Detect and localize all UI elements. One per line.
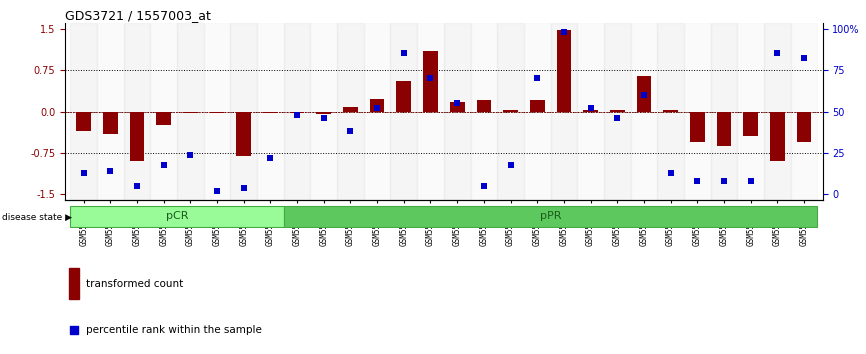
Bar <box>124 23 151 200</box>
Bar <box>684 23 711 200</box>
Bar <box>263 112 278 113</box>
Point <box>370 105 384 111</box>
Bar <box>657 23 684 200</box>
Bar <box>177 23 204 200</box>
Point <box>744 178 758 184</box>
Bar <box>470 23 497 200</box>
Bar <box>583 110 598 112</box>
Bar <box>797 112 811 142</box>
Bar <box>423 51 438 112</box>
Bar <box>69 268 79 299</box>
Bar <box>337 23 364 200</box>
Bar <box>210 112 224 113</box>
Bar <box>476 101 491 112</box>
Bar <box>578 23 604 200</box>
Bar <box>711 23 737 200</box>
Text: percentile rank within the sample: percentile rank within the sample <box>86 325 262 335</box>
Bar <box>637 75 651 112</box>
Bar <box>284 206 818 227</box>
Bar <box>151 23 177 200</box>
Bar <box>503 110 518 112</box>
Point <box>637 92 651 98</box>
Point <box>397 51 410 56</box>
Point <box>68 327 81 333</box>
Point <box>797 56 811 61</box>
Point <box>690 178 704 184</box>
Bar <box>370 99 385 112</box>
Bar <box>70 23 97 200</box>
Point <box>557 29 571 35</box>
Text: pPR: pPR <box>540 211 561 221</box>
Bar <box>391 23 417 200</box>
Point <box>450 101 464 106</box>
Point <box>477 183 491 189</box>
Bar <box>257 23 284 200</box>
Point <box>504 162 518 167</box>
Bar <box>530 101 545 112</box>
Bar <box>743 112 758 136</box>
Point <box>317 115 331 121</box>
Bar <box>290 112 305 113</box>
Bar <box>737 23 764 200</box>
Point <box>611 115 624 121</box>
Point <box>77 170 91 176</box>
Point <box>717 178 731 184</box>
Bar <box>310 23 337 200</box>
Point <box>263 155 277 161</box>
Bar <box>343 107 358 112</box>
Point <box>236 185 250 191</box>
Text: pCR: pCR <box>165 211 188 221</box>
Point <box>184 152 197 158</box>
Bar <box>103 112 118 133</box>
Point <box>663 170 677 176</box>
Bar <box>497 23 524 200</box>
Bar <box>130 112 145 161</box>
Bar <box>610 110 624 112</box>
Text: transformed count: transformed count <box>86 279 183 289</box>
Point <box>103 169 117 174</box>
Bar <box>417 23 443 200</box>
Bar <box>397 81 411 112</box>
Bar <box>717 112 731 146</box>
Text: GDS3721 / 1557003_at: GDS3721 / 1557003_at <box>65 9 210 22</box>
Bar <box>791 23 818 200</box>
Point <box>290 112 304 118</box>
Bar <box>690 112 705 142</box>
Text: disease state ▶: disease state ▶ <box>2 213 72 222</box>
Bar <box>157 112 171 125</box>
Bar <box>76 112 91 131</box>
Point <box>157 162 171 167</box>
Bar <box>70 206 284 227</box>
Bar <box>97 23 124 200</box>
Point <box>584 105 598 111</box>
Bar <box>316 112 331 114</box>
Bar <box>364 23 391 200</box>
Bar <box>449 102 464 112</box>
Bar <box>770 112 785 161</box>
Bar <box>183 112 197 113</box>
Bar <box>284 23 310 200</box>
Bar <box>443 23 470 200</box>
Point <box>130 183 144 189</box>
Point <box>344 129 358 134</box>
Bar <box>524 23 551 200</box>
Bar <box>551 23 578 200</box>
Bar <box>204 23 230 200</box>
Point <box>530 75 544 81</box>
Bar <box>630 23 657 200</box>
Point <box>771 51 785 56</box>
Bar <box>236 112 251 156</box>
Bar <box>230 23 257 200</box>
Bar <box>764 23 791 200</box>
Point <box>210 188 224 194</box>
Bar <box>557 30 572 112</box>
Bar <box>604 23 630 200</box>
Point <box>423 75 437 81</box>
Bar <box>663 110 678 112</box>
